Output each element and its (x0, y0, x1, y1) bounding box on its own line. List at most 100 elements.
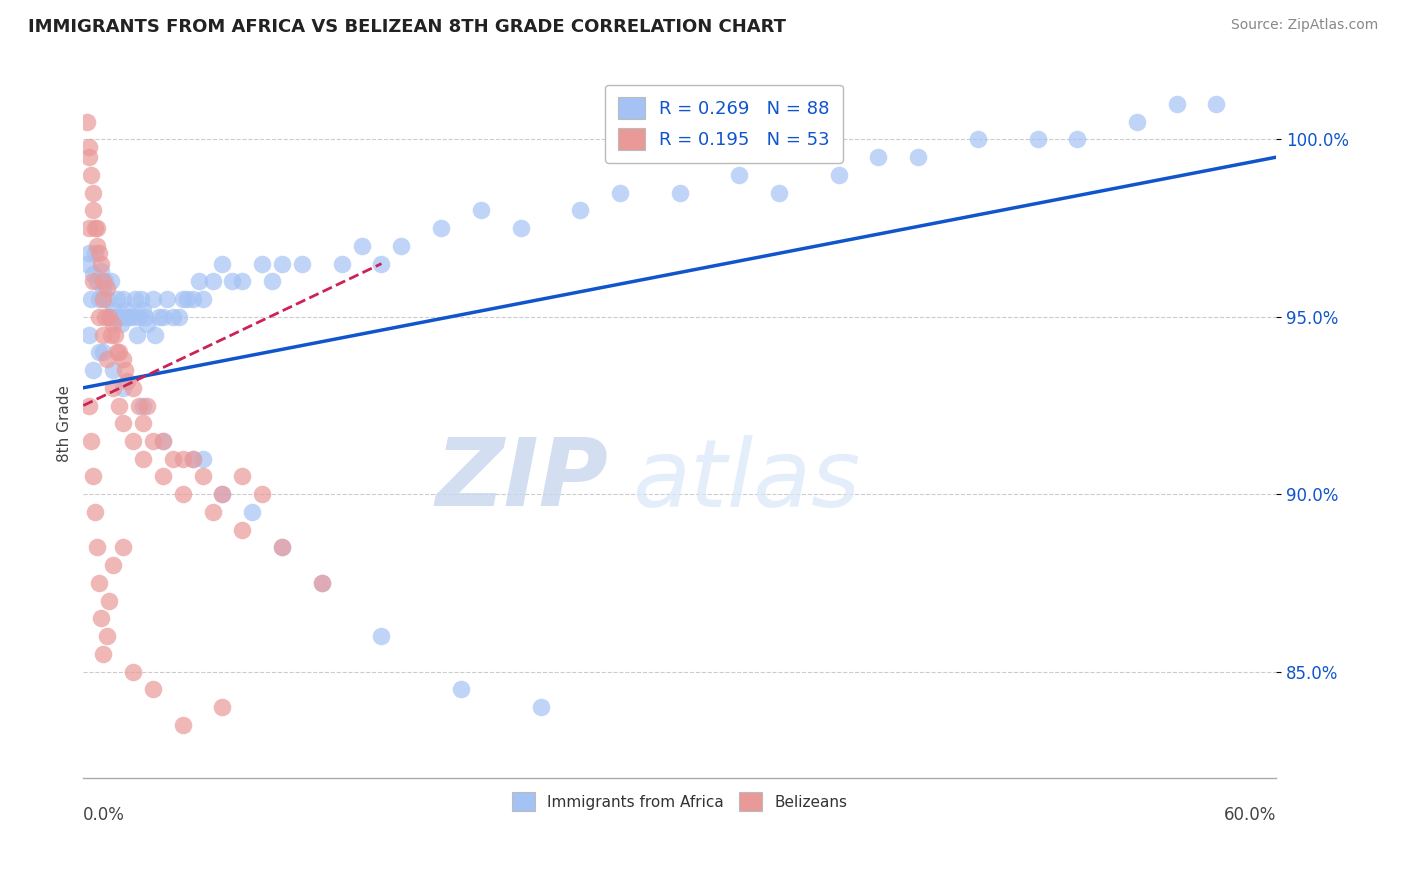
Point (114, 363, 136, 377)
Point (262, 274, 284, 288)
Point (129, 292, 152, 306)
Point (77, 221, 100, 235)
Point (101, 381, 124, 395)
Point (89, 345, 111, 359)
Text: atlas: atlas (631, 434, 860, 525)
Point (191, 451, 214, 466)
Point (101, 363, 124, 377)
Point (201, 274, 224, 288)
Point (94, 310, 117, 324)
Point (211, 257, 233, 271)
Point (90, 611, 112, 625)
Point (112, 381, 135, 395)
Text: IMMIGRANTS FROM AFRICA VS BELIZEAN 8TH GRADE CORRELATION CHART: IMMIGRANTS FROM AFRICA VS BELIZEAN 8TH G… (28, 18, 786, 36)
Point (89, 310, 111, 324)
Point (108, 399, 131, 413)
Point (94, 274, 117, 288)
Point (76, 257, 98, 271)
Point (191, 292, 214, 306)
Point (191, 469, 214, 483)
Point (868, 150, 890, 164)
Point (728, 168, 751, 182)
Point (82, 267, 104, 281)
Point (221, 274, 243, 288)
Point (148, 310, 170, 324)
Point (90, 264, 112, 278)
Point (152, 469, 174, 483)
Point (152, 434, 174, 448)
Point (291, 257, 314, 271)
Point (84, 221, 107, 235)
Text: Source: ZipAtlas.com: Source: ZipAtlas.com (1230, 18, 1378, 32)
Point (142, 434, 165, 448)
Point (132, 302, 155, 317)
Point (122, 310, 145, 324)
Point (91, 274, 114, 288)
Point (77, 139, 100, 153)
Point (105, 292, 128, 306)
Point (271, 257, 294, 271)
Point (152, 310, 174, 324)
Point (128, 399, 150, 413)
Point (271, 541, 294, 555)
Point (430, 221, 453, 235)
Point (181, 451, 204, 466)
Point (907, 150, 929, 164)
Point (82, 186, 104, 200)
Point (172, 451, 194, 466)
Point (181, 292, 204, 306)
Point (142, 682, 165, 697)
Point (134, 310, 156, 324)
Point (142, 292, 165, 306)
Point (172, 718, 194, 732)
Point (311, 575, 333, 590)
Point (108, 345, 131, 359)
Point (104, 310, 127, 324)
Point (370, 257, 392, 271)
Point (112, 417, 135, 431)
Point (172, 487, 194, 501)
Point (609, 186, 631, 200)
Point (91, 281, 114, 295)
Point (112, 292, 135, 306)
Point (250, 257, 273, 271)
Point (668, 186, 690, 200)
Point (84, 246, 107, 260)
Point (86, 274, 108, 288)
Point (162, 451, 184, 466)
Point (86, 541, 108, 555)
Text: ZIP: ZIP (436, 434, 609, 526)
Point (84, 505, 107, 519)
Point (91, 327, 114, 342)
Point (86, 221, 108, 235)
Point (122, 434, 145, 448)
Point (98, 310, 121, 324)
Point (231, 523, 253, 537)
Point (529, 700, 551, 714)
Point (77, 327, 100, 342)
Point (104, 327, 127, 342)
Point (100, 274, 122, 288)
Text: 60.0%: 60.0% (1223, 806, 1277, 824)
Point (91, 647, 114, 661)
Point (101, 317, 124, 331)
Point (370, 629, 392, 643)
Point (231, 469, 253, 483)
Point (132, 399, 155, 413)
Point (132, 417, 155, 431)
Point (768, 186, 790, 200)
Point (124, 292, 146, 306)
Point (176, 292, 198, 306)
Point (100, 327, 122, 342)
Point (450, 682, 472, 697)
Point (187, 274, 209, 288)
Point (118, 310, 141, 324)
Point (569, 203, 592, 218)
Point (1166, 97, 1188, 112)
Point (90, 257, 112, 271)
Point (86, 239, 108, 253)
Text: 0.0%: 0.0% (83, 806, 125, 824)
Point (77, 399, 100, 413)
Legend: Immigrants from Africa, Belizeans: Immigrants from Africa, Belizeans (503, 783, 856, 820)
Point (89, 292, 111, 306)
